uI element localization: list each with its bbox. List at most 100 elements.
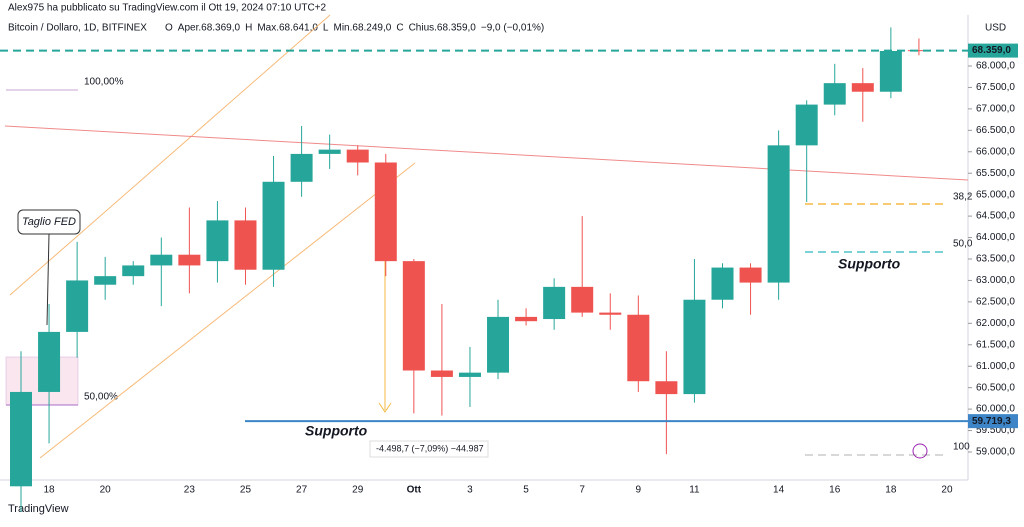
y-tick-label: 67.500,0 (976, 82, 1015, 93)
candle-body (234, 220, 257, 270)
candle-body (94, 276, 117, 285)
y-tick-label: 62.000,0 (976, 318, 1015, 329)
legend-label: Max. (257, 23, 279, 34)
level-label: 100 (953, 442, 970, 453)
y-tick-label: 65.500,0 (976, 168, 1015, 179)
candle-body (627, 314, 650, 382)
candle-body (487, 316, 510, 373)
y-tick-label: 60.000,0 (976, 404, 1015, 415)
price-label: 68.359,0 (972, 45, 1011, 56)
price-label: 59.719,3 (972, 416, 1011, 427)
trend-line (4, 125, 969, 181)
y-tick-label: 66.500,0 (976, 125, 1015, 136)
candle-body (178, 254, 201, 266)
candle-body (346, 149, 369, 163)
candle-body (907, 50, 930, 52)
symbol: Bitcoin / Dollaro, 1D, BITFINEX (8, 23, 147, 34)
candle-body (290, 153, 313, 182)
candle-body (571, 286, 594, 313)
legend-label: Chius. (409, 23, 437, 34)
y-tick-label: 59.000,0 (976, 447, 1015, 458)
candle-body (823, 83, 846, 105)
x-tick-label: 18 (885, 485, 897, 496)
price-label-box (968, 414, 1018, 429)
y-tick-label: 66.000,0 (976, 146, 1015, 157)
x-tick-label: 14 (773, 485, 785, 496)
candle-body (711, 267, 734, 300)
y-tick-label: 60.500,0 (976, 382, 1015, 393)
callout-pointer (46, 233, 50, 326)
y-tick-label: 67.000,0 (976, 104, 1015, 115)
x-tick-label: 11 (689, 485, 700, 496)
legend-value: 68.249,0 (352, 23, 391, 34)
candle-body (262, 181, 285, 270)
candle-body (402, 261, 425, 371)
candle-body (430, 370, 453, 377)
y-tick-label: 61.000,0 (976, 361, 1015, 372)
candle-body (515, 316, 538, 322)
x-tick-label: 16 (829, 485, 841, 496)
fib-label: 50,00% (84, 392, 118, 403)
legend-label: O (165, 23, 173, 34)
x-tick-label: 20 (941, 485, 953, 496)
ohlc-legend: O Aper. 68.369,0 H Max. 68.641,0 L Min. 68.249,0… (165, 23, 544, 34)
candle-body (122, 265, 145, 277)
x-tick-label: 27 (296, 485, 308, 496)
measure-arrow (378, 402, 392, 413)
x-tick-label: 18 (43, 485, 55, 496)
candle-body (655, 381, 678, 395)
measure-text: -4.498,7 (−7,09%) −44.987 (376, 443, 484, 453)
candle-body (10, 391, 32, 487)
y-tick-label: 63.500,0 (976, 254, 1015, 265)
candle-body (543, 286, 566, 320)
candle-body (795, 104, 818, 146)
support-label: Supporto (305, 423, 368, 439)
x-tick-label: 9 (636, 485, 642, 496)
candle-body (683, 299, 706, 395)
candle-body (318, 149, 341, 154)
x-tick-label: Ott (407, 485, 422, 496)
candle-body (739, 267, 762, 283)
candle-body (206, 220, 229, 262)
y-tick-label: 63.000,0 (976, 275, 1015, 286)
icon (912, 443, 928, 459)
level-label: 50,0 (953, 239, 973, 250)
legend-label: −9,0 (−0,01%) (481, 23, 544, 34)
candle-body (767, 145, 790, 283)
candle-body (599, 312, 622, 315)
callout-text: Taglio FED (22, 216, 76, 228)
legend-label: L (323, 23, 329, 34)
y-tick-label: 61.500,0 (976, 339, 1015, 350)
x-tick-label: 7 (579, 485, 585, 496)
x-tick-label: 20 (100, 485, 112, 496)
legend-label: C (396, 23, 403, 34)
y-tick-label: 64.000,0 (976, 232, 1015, 243)
y-tick-label: 62.500,0 (976, 297, 1015, 308)
x-tick-label: 25 (240, 485, 252, 496)
candle-body (150, 254, 173, 266)
fib-label: 100,00% (84, 77, 124, 88)
footer: TradingView (8, 503, 69, 515)
candle-body (458, 372, 481, 377)
candle-body (851, 83, 874, 92)
legend-value: 68.359,0 (437, 23, 476, 34)
measure-box (369, 440, 489, 458)
candle-body (38, 331, 61, 392)
trend-line (9, 14, 331, 296)
level-label: 38,2 (953, 192, 973, 203)
support-label: Supporto (838, 256, 901, 272)
candle-body (66, 280, 89, 332)
x-tick-label: 3 (467, 485, 473, 496)
header: Alex975 ha pubblicato su TradingView.com… (8, 3, 327, 14)
y-tick-label: 65.000,0 (976, 189, 1015, 200)
legend-value: 68.369,0 (201, 23, 240, 34)
x-tick-label: 5 (523, 485, 529, 496)
legend-label: Min. (333, 23, 352, 34)
legend-label: Aper. (178, 23, 201, 34)
y-tick-label: 59.500,0 (976, 425, 1015, 436)
candle-body (374, 162, 397, 262)
y-tick-label: 64.500,0 (976, 211, 1015, 222)
x-tick-label: 23 (184, 485, 196, 496)
legend-label: H (245, 23, 252, 34)
